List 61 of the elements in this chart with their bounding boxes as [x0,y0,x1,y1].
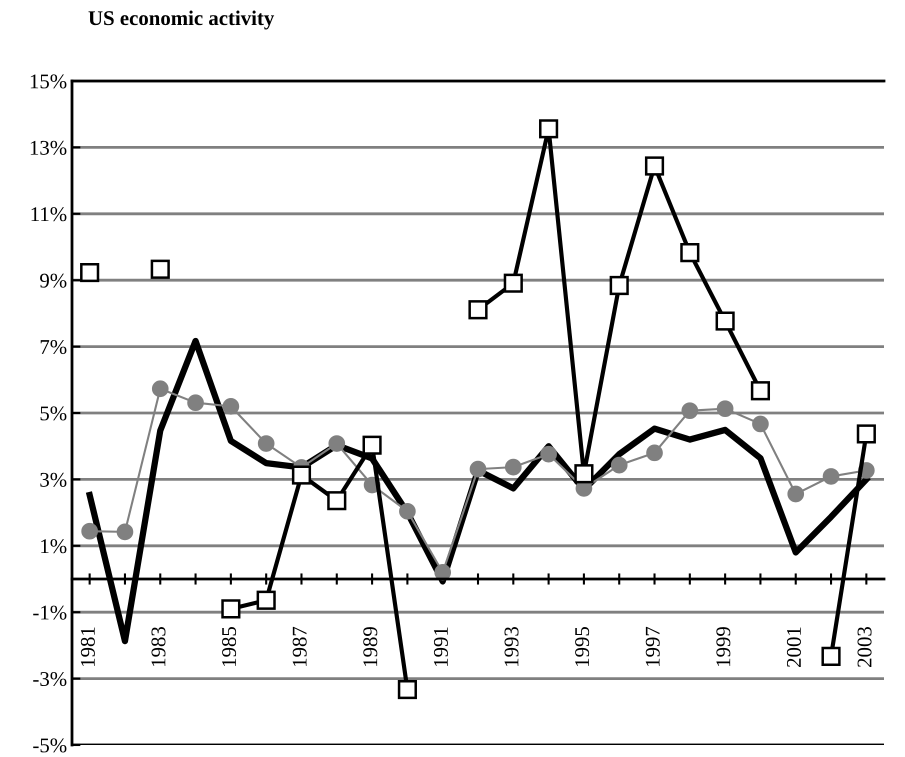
x-tick-label: 1989 [363,627,378,666]
point [504,274,523,293]
point [610,456,628,474]
point [750,381,770,400]
point [256,590,276,610]
point [716,311,735,331]
x-tick-label: 1993 [504,627,519,666]
point [610,276,629,296]
point [292,466,312,485]
x-tick-label: 1997 [646,626,660,666]
y-tick-label: 9% [40,274,66,288]
point [221,599,240,618]
point [399,502,416,520]
point [539,119,558,138]
y-tick-label: 13% [30,140,66,155]
point [327,491,346,510]
point [328,435,346,452]
x-tick-label: 1999 [716,627,730,666]
point [681,402,698,420]
point [470,460,486,478]
x-tick-label: 1991 [434,627,448,666]
point [258,435,275,452]
y-tick-label: 3% [40,472,66,487]
point [80,262,100,282]
point [187,394,204,412]
point [752,416,769,432]
point [362,436,382,455]
x-tick-label: 2001 [786,627,801,667]
point [856,424,876,444]
point [540,446,557,462]
x-tick-label: 1995 [575,627,590,666]
point [150,260,170,279]
x-tick-label: 1985 [222,627,236,666]
point [822,468,840,485]
point [222,398,240,415]
point [787,486,804,502]
point [398,680,417,700]
y-tick-label: -5% [33,738,66,752]
y-tick-label: 7% [40,340,66,354]
y-tick-label: -1% [33,606,66,620]
chart-title: US economic activity [88,10,274,30]
point [574,464,594,484]
point [716,400,734,418]
point [116,524,134,540]
x-tick-label: 1983 [151,627,166,666]
x-tick-label: 1987 [292,626,307,666]
y-tick-label: 1% [41,539,66,554]
point [152,380,169,398]
y-tick-label: 5% [40,406,66,420]
x-tick-label: 2003 [858,627,872,667]
point [680,243,700,262]
y-tick-label: -3% [33,672,66,686]
y-tick-label: 11% [32,207,66,222]
point [81,522,98,540]
point [468,300,488,320]
point [821,646,841,666]
y-tick-label: 15% [30,74,66,88]
point [504,458,522,476]
point [646,444,663,462]
x-tick-label: 1981 [80,627,95,666]
point [644,156,664,176]
